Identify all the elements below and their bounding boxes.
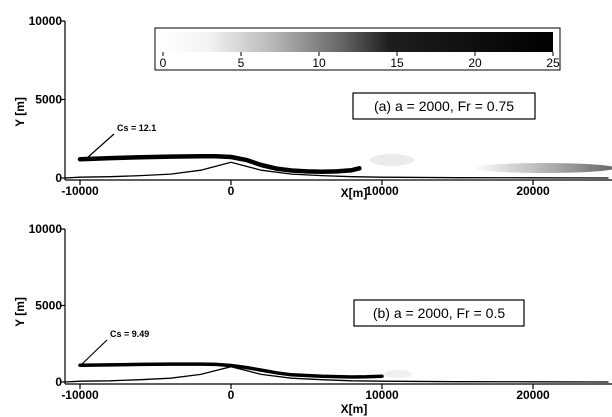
panel-a-diffuse-plume-near bbox=[370, 154, 414, 166]
colorbar-tick-label: 15 bbox=[390, 56, 404, 70]
colorbar-gradient bbox=[163, 32, 553, 52]
panel-b-label-box bbox=[353, 299, 525, 327]
colorbar-tick-label: 5 bbox=[238, 56, 245, 70]
panel-b-y-label: Y [m] bbox=[13, 297, 27, 327]
colorbar-tick-label: 20 bbox=[468, 56, 482, 70]
x-tick-label: 10000 bbox=[365, 388, 399, 402]
panel-a-y-label: Y [m] bbox=[13, 97, 27, 127]
colorbar-tick-label: 10 bbox=[312, 56, 326, 70]
x-tick-label: -10000 bbox=[61, 184, 99, 198]
panel-b-x-label: X[m] bbox=[341, 402, 368, 416]
panel-a-cs-leader bbox=[86, 133, 115, 159]
panel-b-cs-leader bbox=[80, 339, 108, 366]
x-tick-label: 20000 bbox=[516, 388, 550, 402]
panel-b-cs-annotation: Cs = 9.49 bbox=[110, 329, 149, 339]
panel-a-x-label: X[m] bbox=[341, 186, 368, 200]
terrain-line bbox=[64, 366, 609, 383]
x-tick-label: 10000 bbox=[365, 184, 399, 198]
panel-a-label-box bbox=[352, 92, 536, 120]
colorbar: 0 5 10 15 20 25 bbox=[154, 27, 561, 71]
colorbar-tick-label: 25 bbox=[546, 56, 560, 70]
plume-line bbox=[77, 153, 362, 174]
terrain-line bbox=[64, 161, 609, 179]
x-tick-label: 20000 bbox=[516, 184, 550, 198]
y-tick-label: 5000 bbox=[35, 299, 62, 313]
panel-b-diffuse-plume bbox=[384, 370, 412, 378]
x-tick-label: 0 bbox=[228, 388, 235, 402]
colorbar-tick-label: 0 bbox=[160, 56, 167, 70]
y-tick-label: 10000 bbox=[29, 222, 63, 236]
y-tick-label: 5000 bbox=[35, 93, 62, 107]
panel-a-label: (a) a = 2000, Fr = 0.75 bbox=[374, 98, 514, 114]
panel-a-cs-annotation: Cs = 12.1 bbox=[117, 123, 156, 133]
y-tick-label: 0 bbox=[55, 171, 62, 185]
x-tick-label: -10000 bbox=[61, 388, 99, 402]
panel-b-label: (b) a = 2000, Fr = 0.5 bbox=[373, 305, 506, 321]
y-tick-label: 0 bbox=[55, 375, 62, 389]
plume-line bbox=[78, 362, 384, 379]
x-tick-label: 0 bbox=[228, 184, 235, 198]
y-tick-label: 10000 bbox=[29, 14, 63, 28]
panel-a-diffuse-plume-far bbox=[475, 163, 612, 173]
